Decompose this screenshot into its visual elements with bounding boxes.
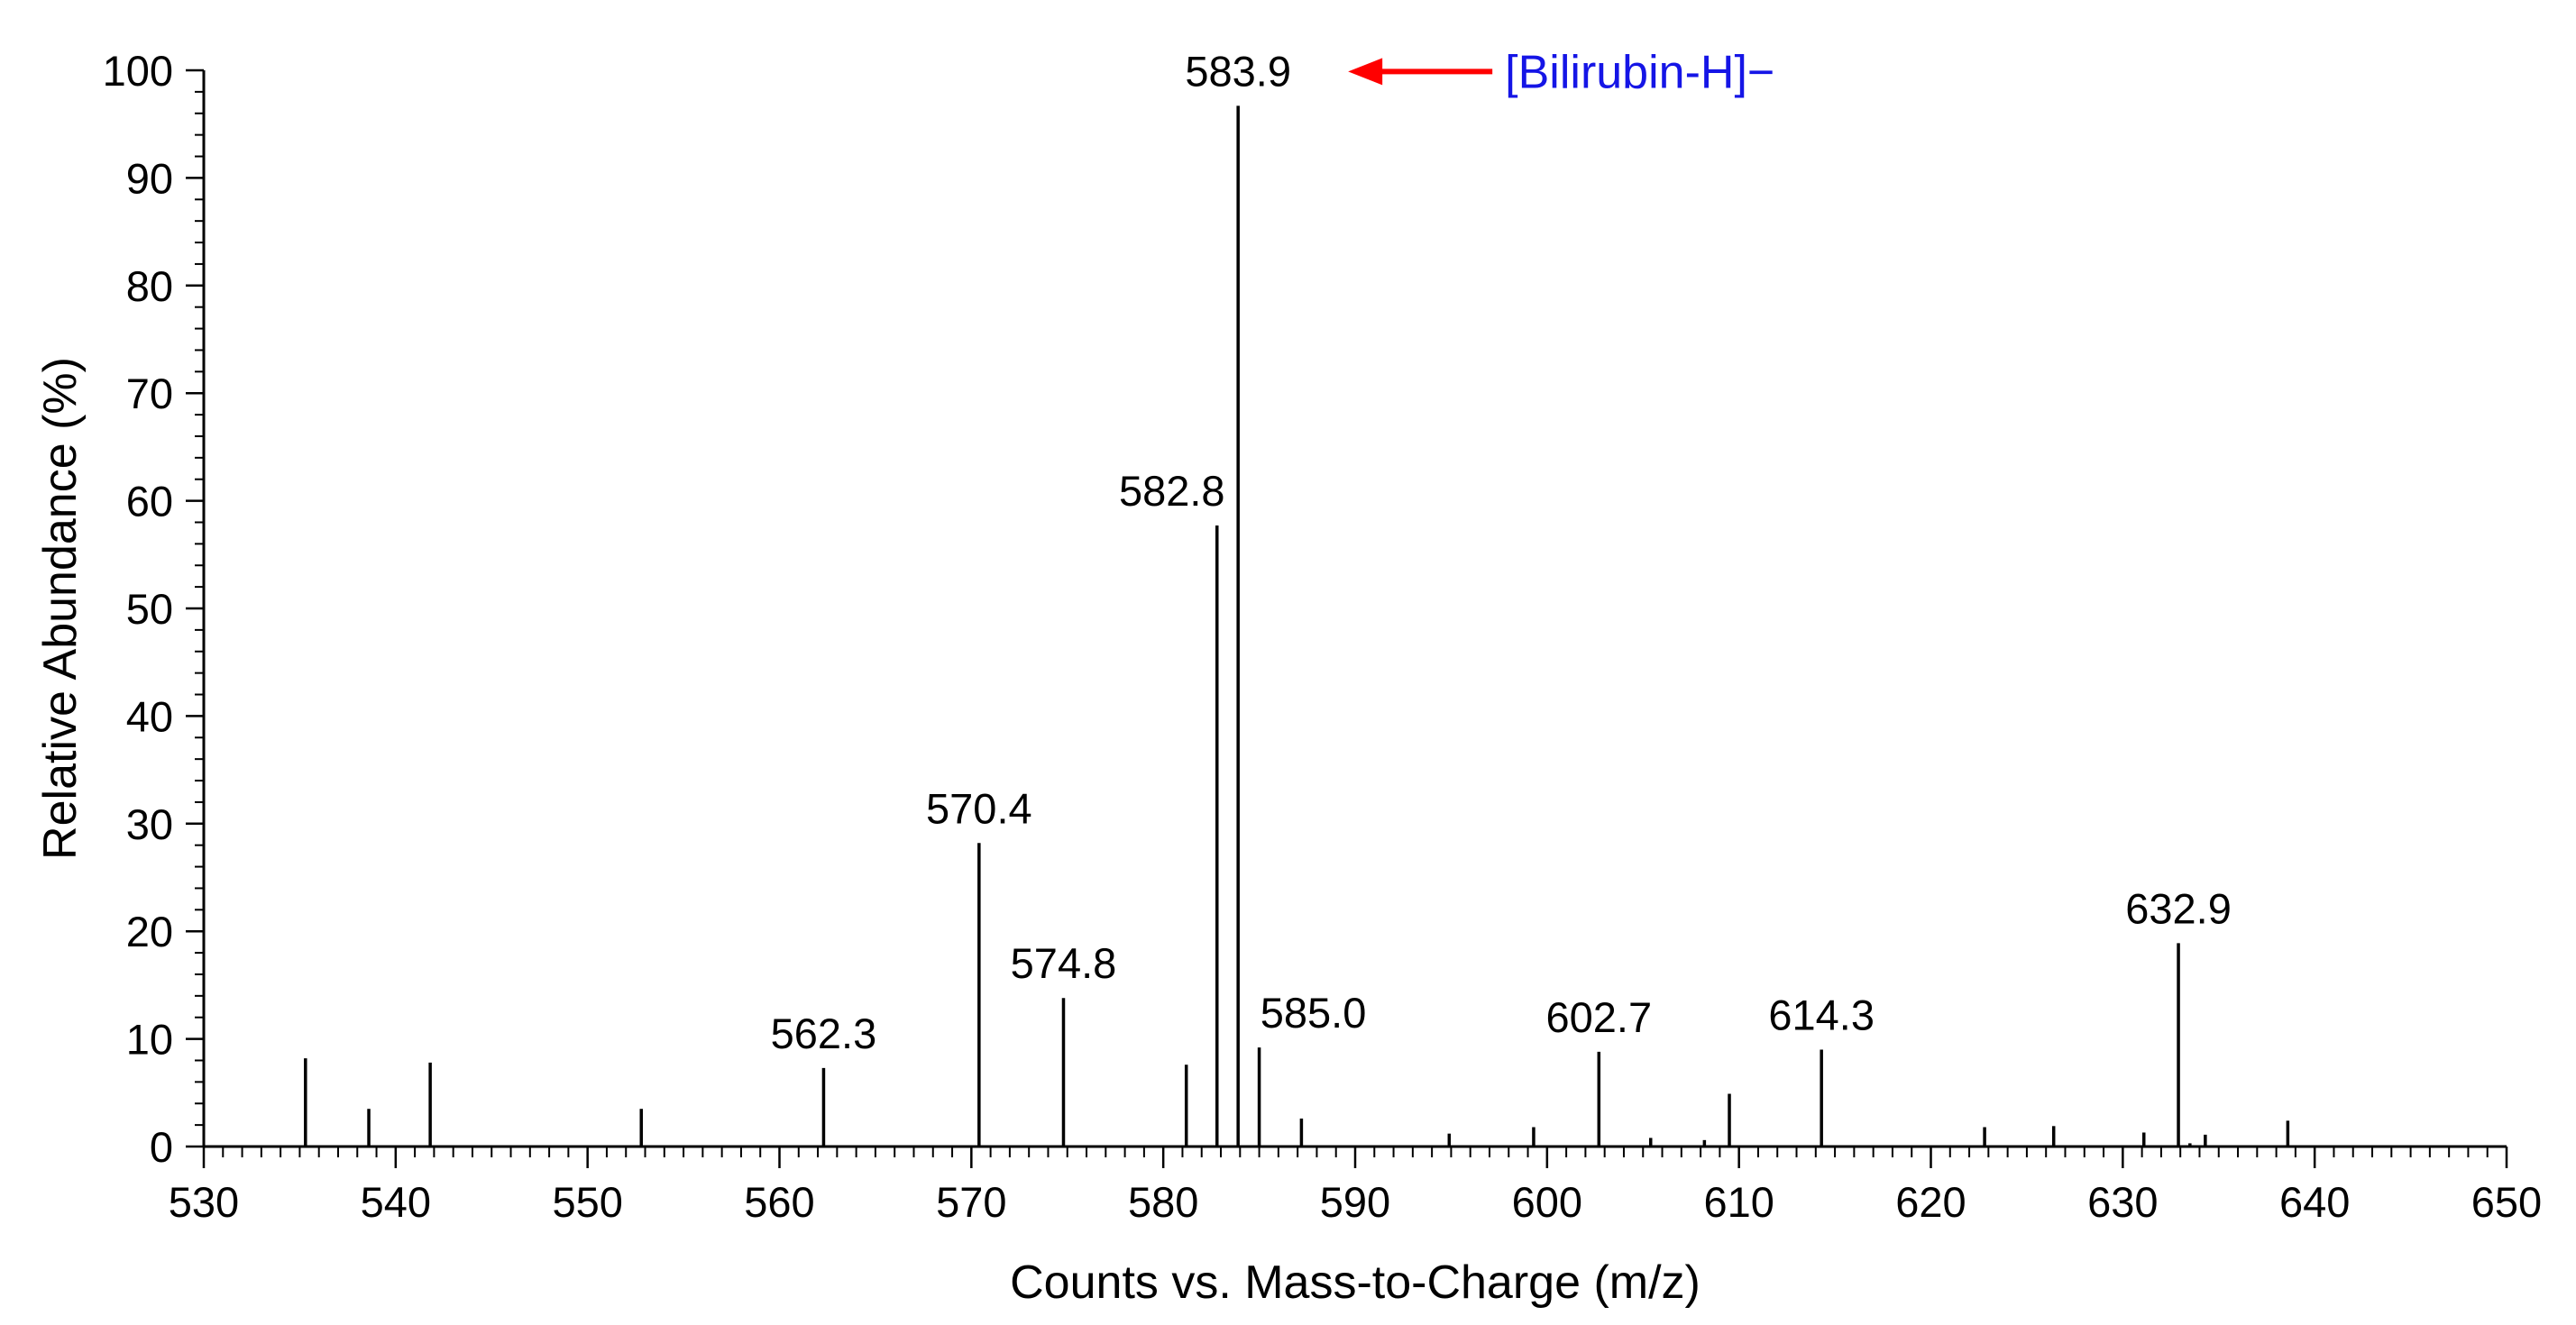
x-tick-label: 560 [744, 1178, 814, 1226]
peak-label: 562.3 [771, 1010, 877, 1057]
x-tick-label: 540 [361, 1178, 431, 1226]
annotation: [Bilirubin-H]− [1348, 46, 1774, 98]
x-tick-label: 640 [2279, 1178, 2350, 1226]
y-tick-label: 100 [103, 47, 173, 95]
y-tick-label: 60 [126, 478, 173, 525]
x-tick-label: 650 [2471, 1178, 2542, 1226]
x-tick-label: 550 [552, 1178, 622, 1226]
y-axis-title: Relative Abundance (%) [34, 357, 87, 860]
y-tick-label: 50 [126, 585, 173, 633]
peak-label: 570.4 [926, 784, 1032, 832]
peak-label: 583.9 [1185, 47, 1291, 95]
peak-label: 585.0 [1260, 989, 1367, 1037]
y-tick-label: 80 [126, 262, 173, 310]
annotation-arrow-head [1348, 58, 1383, 86]
annotation-label: [Bilirubin-H]− [1505, 46, 1774, 98]
peak-labels: 562.3 570.4 574.8 582.8 583.9 585.0 602.7 614.3… [771, 47, 2232, 1056]
axis-ticks: 0 10 20 30 40 50 60 70 80 90 100 530 540 550 560 570 580… [103, 47, 2543, 1226]
y-tick-label: 70 [126, 370, 173, 417]
spectrum-peaks [304, 105, 2290, 1147]
x-tick-label: 610 [1703, 1178, 1774, 1226]
x-tick-label: 530 [169, 1178, 239, 1226]
axes [202, 70, 2507, 1148]
x-tick-label: 580 [1128, 1178, 1198, 1226]
y-tick-label: 20 [126, 908, 173, 955]
peak-label: 602.7 [1545, 993, 1652, 1041]
y-tick-label: 40 [126, 692, 173, 740]
peak-label: 614.3 [1768, 991, 1875, 1039]
y-tick-label: 90 [126, 154, 173, 202]
peak-label: 582.8 [1119, 467, 1225, 515]
peak-label: 574.8 [1011, 939, 1117, 987]
x-tick-label: 590 [1320, 1178, 1390, 1226]
y-tick-label: 30 [126, 800, 173, 848]
x-tick-label: 570 [936, 1178, 1006, 1226]
x-tick-label: 630 [2087, 1178, 2158, 1226]
x-axis-title: Counts vs. Mass-to-Charge (m/z) [1010, 1256, 1701, 1309]
y-tick-label: 10 [126, 1016, 173, 1064]
x-tick-label: 620 [1895, 1178, 1966, 1226]
peak-label: 632.9 [2125, 884, 2232, 932]
x-tick-label: 600 [1512, 1178, 1582, 1226]
y-tick-label: 0 [150, 1123, 173, 1171]
